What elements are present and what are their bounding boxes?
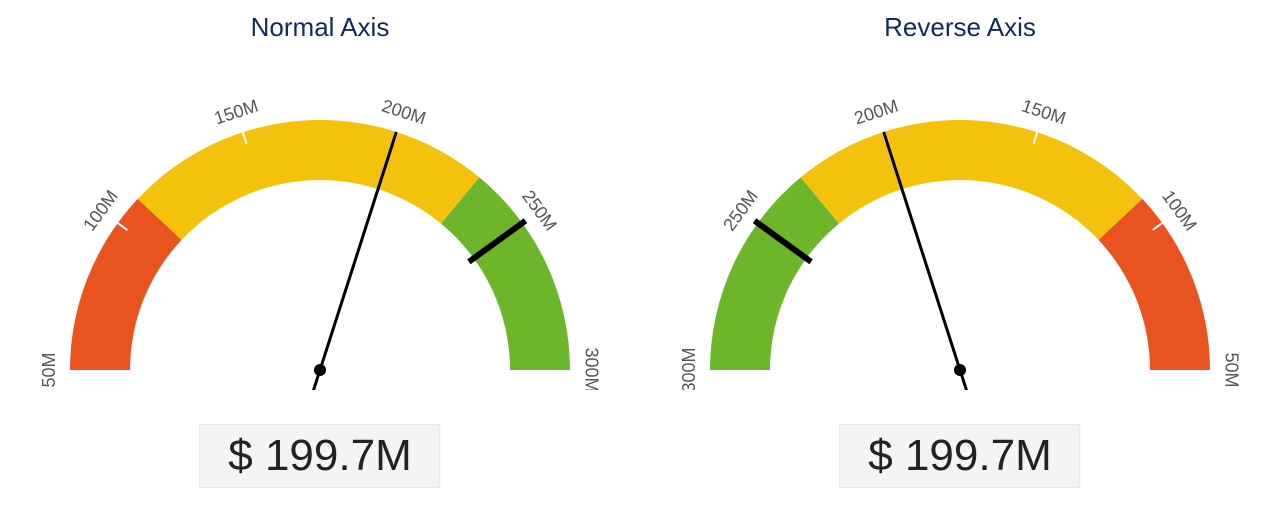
panel-reverse: Reverse Axis 50M100M150M200M250M300M $ 1… <box>640 0 1280 508</box>
gauge-tick-label: 200M <box>379 96 428 129</box>
gauge-hub <box>314 364 326 376</box>
gauge-segment <box>710 177 839 370</box>
gauge-segment <box>138 120 480 240</box>
gauge-segment <box>801 120 1143 240</box>
value-box-reverse: $ 199.7M <box>839 424 1080 488</box>
gauge-normal: 50M100M150M200M250M300M <box>40 60 600 390</box>
gauge-tick-label: 200M <box>852 96 901 129</box>
gauge-tick-label: 50M <box>1221 352 1240 387</box>
gauge-hub <box>954 364 966 376</box>
gauge-tick-label: 150M <box>212 96 261 129</box>
gauge-reverse: 50M100M150M200M250M300M <box>680 60 1240 390</box>
gauge-tick-label: 50M <box>40 352 59 387</box>
gauge-tick-label: 150M <box>1019 96 1068 129</box>
gauge-tick-label: 300M <box>581 347 600 390</box>
gauge-tick-label: 300M <box>680 347 699 390</box>
gauge-container: Normal Axis 50M100M150M200M250M300M $ 19… <box>0 0 1280 508</box>
gauge-segment <box>441 177 570 370</box>
value-box-normal: $ 199.7M <box>199 424 440 488</box>
title-reverse: Reverse Axis <box>640 12 1280 43</box>
title-normal: Normal Axis <box>0 12 640 43</box>
panel-normal: Normal Axis 50M100M150M200M250M300M $ 19… <box>0 0 640 508</box>
